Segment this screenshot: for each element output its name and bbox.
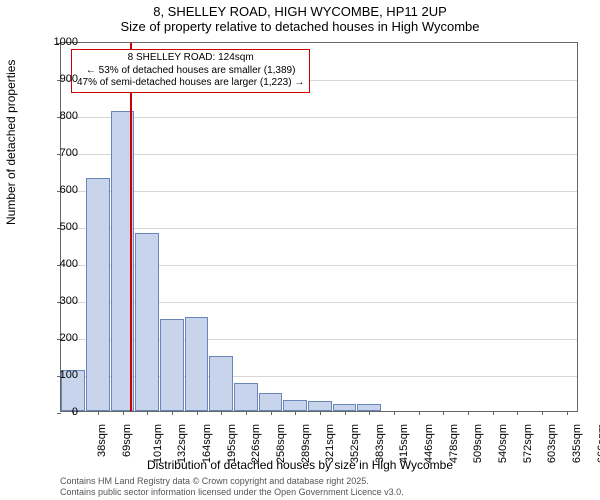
annotation-line1: 8 SHELLEY ROAD: 124sqm xyxy=(77,52,304,65)
chart-footer: Contains HM Land Registry data © Crown c… xyxy=(60,476,404,498)
xtick-label: 164sqm xyxy=(201,424,213,463)
gridline xyxy=(61,191,577,192)
marker-annotation: 8 SHELLEY ROAD: 124sqm← 53% of detached … xyxy=(71,49,310,93)
gridline xyxy=(61,117,577,118)
footer-line2: Contains public sector information licen… xyxy=(60,487,404,498)
xtick-label: 383sqm xyxy=(374,424,386,463)
xtick-label: 572sqm xyxy=(522,424,534,463)
ytick-label: 300 xyxy=(48,295,78,307)
chart-title-sub: Size of property relative to detached ho… xyxy=(0,19,600,34)
xtick-label: 603sqm xyxy=(546,424,558,463)
histogram-bar xyxy=(259,393,283,412)
xtick-mark xyxy=(197,411,198,415)
chart-plot-area: 8 SHELLEY ROAD: 124sqm← 53% of detached … xyxy=(60,42,578,412)
xtick-label: 101sqm xyxy=(152,424,164,463)
xtick-mark xyxy=(419,411,420,415)
xtick-mark xyxy=(221,411,222,415)
annotation-line3: 47% of semi-detached houses are larger (… xyxy=(77,77,304,90)
xtick-mark xyxy=(98,411,99,415)
histogram-bar xyxy=(333,404,357,411)
xtick-mark xyxy=(147,411,148,415)
y-axis-label: Number of detached properties xyxy=(4,60,18,225)
histogram-bar xyxy=(283,400,307,411)
histogram-bar xyxy=(135,233,159,411)
ytick-label: 100 xyxy=(48,369,78,381)
xtick-label: 38sqm xyxy=(96,424,108,457)
ytick-label: 200 xyxy=(48,332,78,344)
xtick-label: 666sqm xyxy=(596,424,600,463)
xtick-mark xyxy=(394,411,395,415)
xtick-mark xyxy=(567,411,568,415)
xtick-label: 195sqm xyxy=(226,424,238,463)
chart-title-block: 8, SHELLEY ROAD, HIGH WYCOMBE, HP11 2UP … xyxy=(0,0,600,34)
xtick-mark xyxy=(369,411,370,415)
xtick-mark xyxy=(271,411,272,415)
ytick-label: 500 xyxy=(48,221,78,233)
histogram-bar xyxy=(209,356,233,412)
xtick-label: 289sqm xyxy=(300,424,312,463)
xtick-label: 635sqm xyxy=(571,424,583,463)
ytick-label: 1000 xyxy=(48,36,78,48)
xtick-label: 226sqm xyxy=(250,424,262,463)
xtick-mark xyxy=(345,411,346,415)
ytick-label: 400 xyxy=(48,258,78,270)
xtick-mark xyxy=(468,411,469,415)
marker-line xyxy=(130,43,132,411)
xtick-label: 446sqm xyxy=(423,424,435,463)
gridline xyxy=(61,228,577,229)
xtick-label: 415sqm xyxy=(398,424,410,463)
gridline xyxy=(61,154,577,155)
histogram-bar xyxy=(234,383,258,411)
xtick-mark xyxy=(493,411,494,415)
xtick-mark xyxy=(172,411,173,415)
xtick-label: 509sqm xyxy=(472,424,484,463)
ytick-label: 800 xyxy=(48,110,78,122)
ytick-label: 900 xyxy=(48,73,78,85)
xtick-mark xyxy=(320,411,321,415)
xtick-label: 132sqm xyxy=(176,424,188,463)
ytick-label: 700 xyxy=(48,147,78,159)
xtick-label: 352sqm xyxy=(349,424,361,463)
histogram-bar xyxy=(185,317,209,411)
xtick-mark xyxy=(295,411,296,415)
xtick-label: 478sqm xyxy=(448,424,460,463)
ytick-label: 600 xyxy=(48,184,78,196)
histogram-bar xyxy=(86,178,110,411)
xtick-mark xyxy=(517,411,518,415)
annotation-line2: ← 53% of detached houses are smaller (1,… xyxy=(77,65,304,78)
xtick-label: 540sqm xyxy=(497,424,509,463)
xtick-mark xyxy=(443,411,444,415)
histogram-bar xyxy=(357,404,381,411)
xtick-mark xyxy=(542,411,543,415)
xtick-label: 321sqm xyxy=(324,424,336,463)
xtick-mark xyxy=(123,411,124,415)
ytick-label: 0 xyxy=(48,406,78,418)
footer-line1: Contains HM Land Registry data © Crown c… xyxy=(60,476,404,487)
xtick-label: 258sqm xyxy=(275,424,287,463)
chart-title-main: 8, SHELLEY ROAD, HIGH WYCOMBE, HP11 2UP xyxy=(0,4,600,19)
histogram-bar xyxy=(160,319,184,412)
histogram-bar xyxy=(308,401,332,411)
xtick-label: 69sqm xyxy=(121,424,133,457)
xtick-mark xyxy=(246,411,247,415)
